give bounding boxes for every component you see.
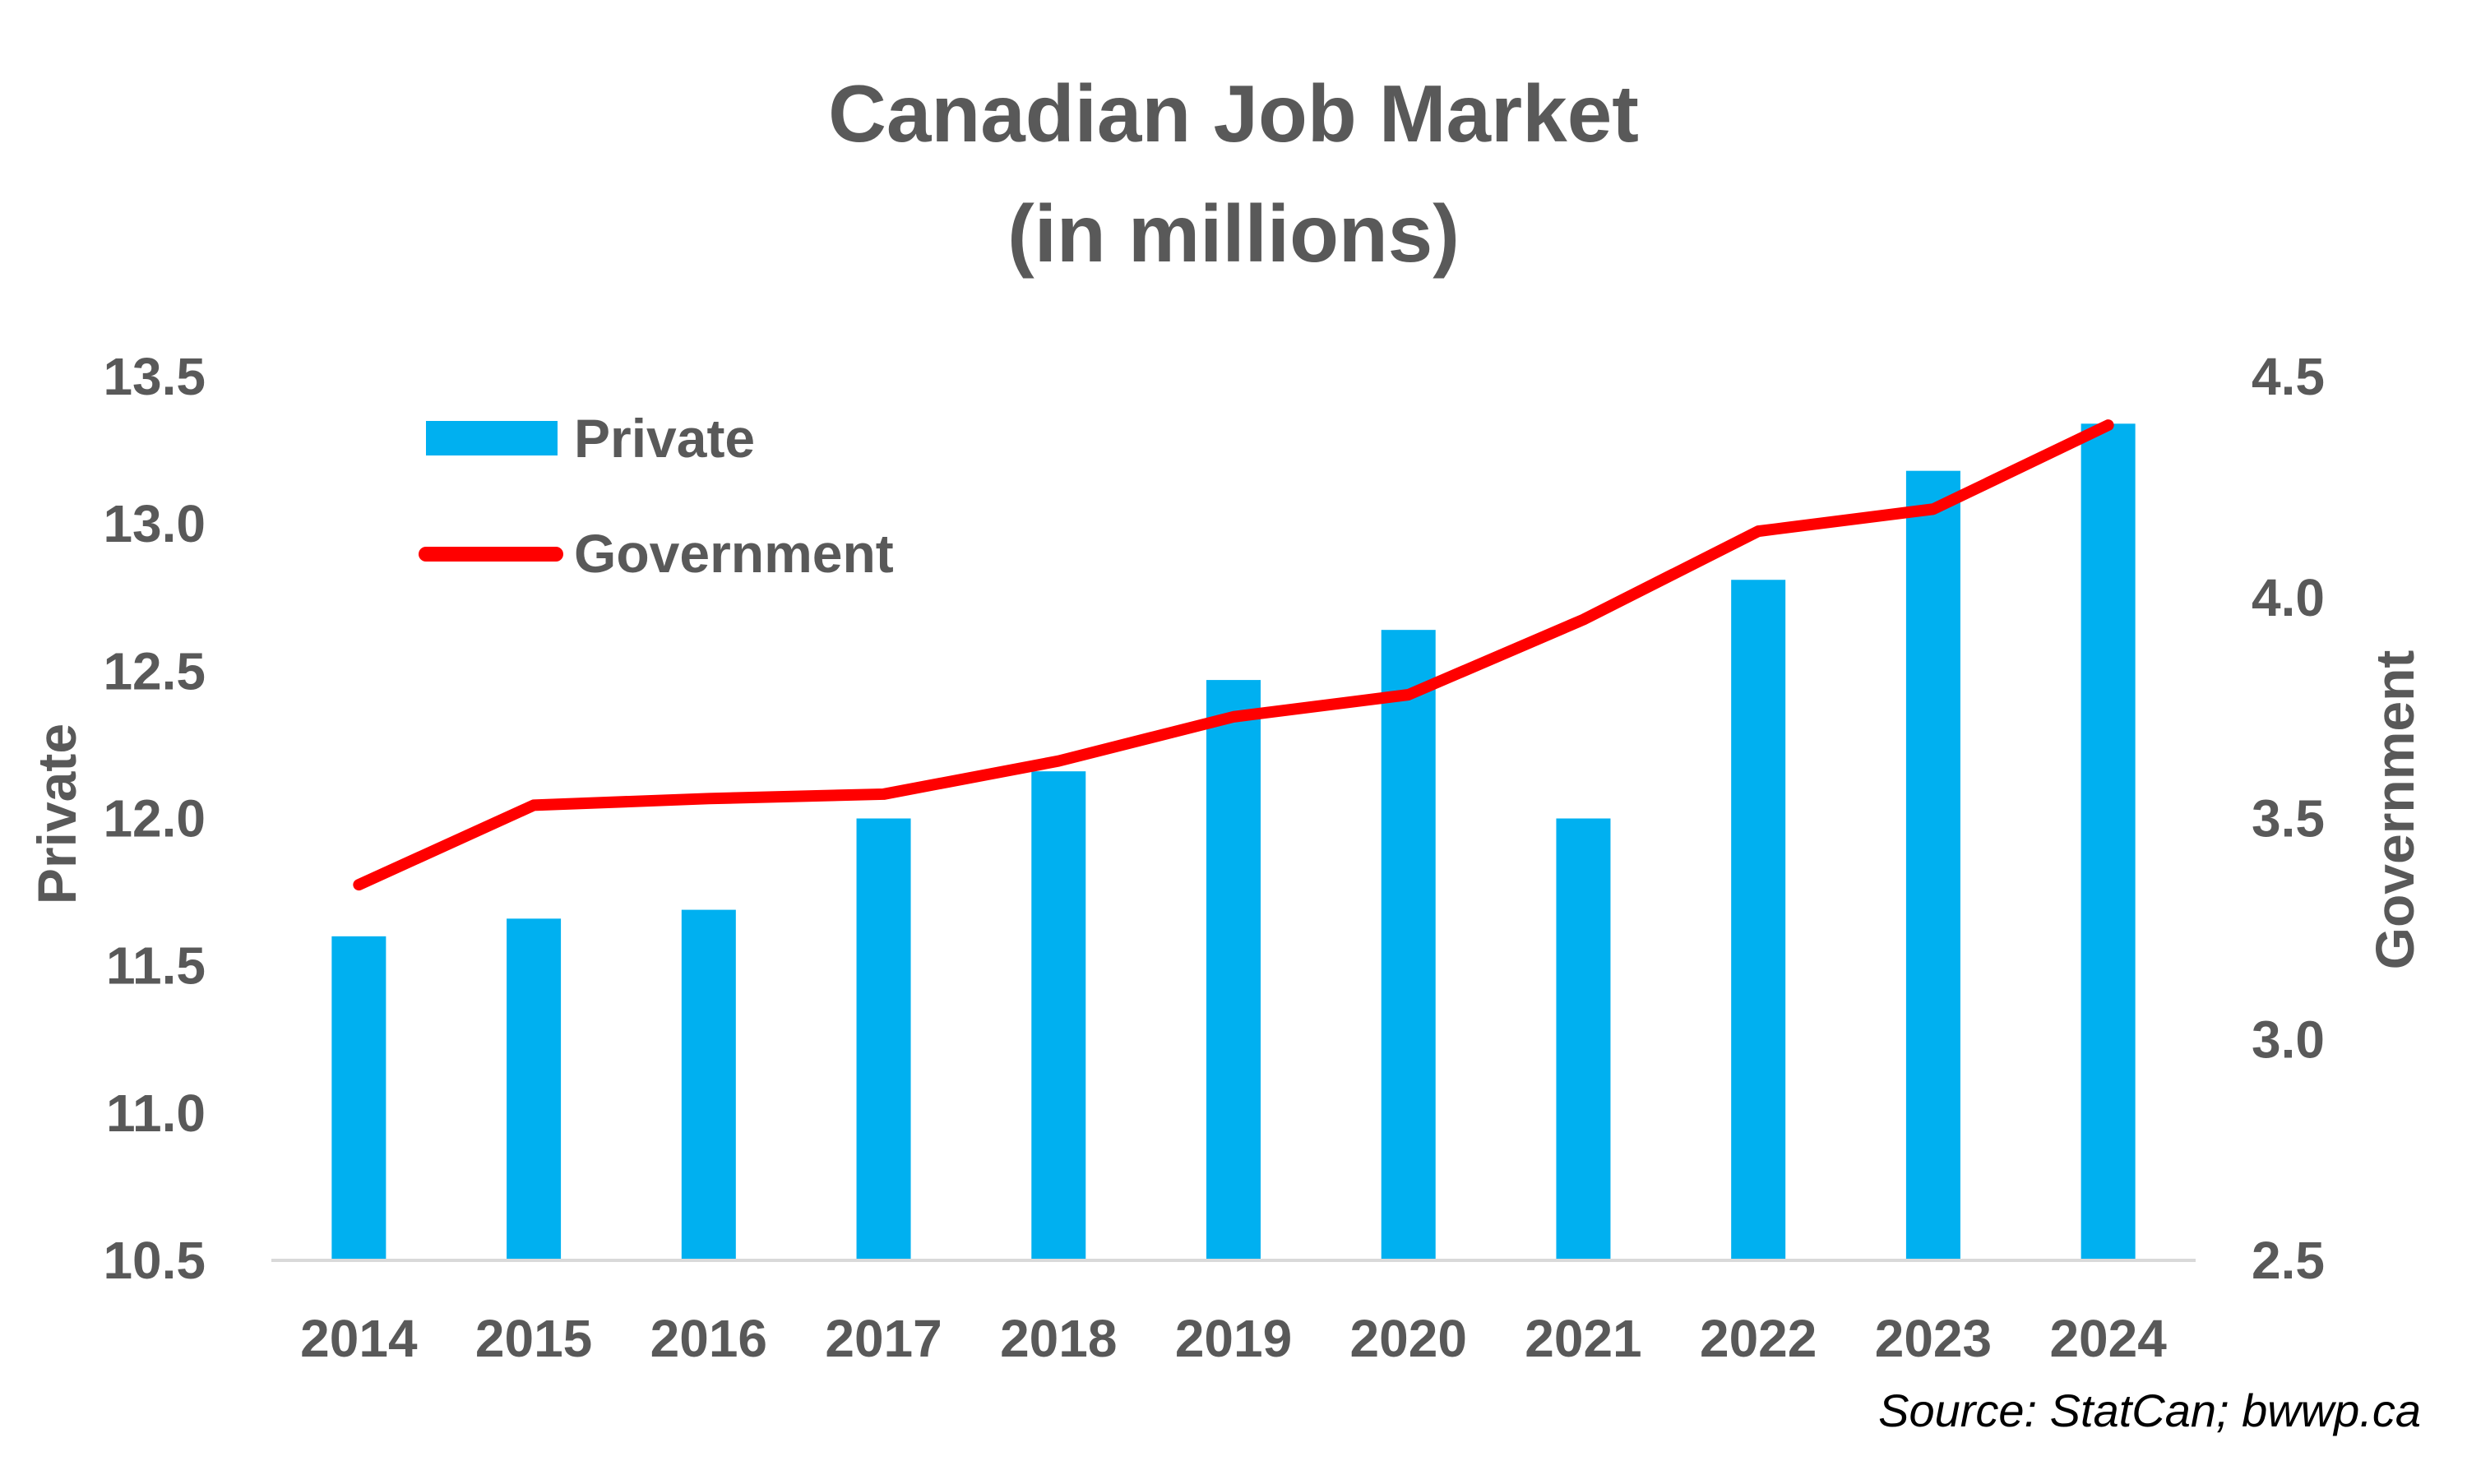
y-axis-left-ticks: 10.5 11.0 11.5 12.0 12.5 13.0 13.5 [103,347,206,1290]
x-tick-label-2022: 2022 [1700,1309,1817,1368]
legend-label-private: Private [574,408,755,469]
legend-item-government: Government [426,523,894,584]
x-tick-label-2017: 2017 [825,1309,942,1368]
bar-private-2022 [1731,580,1785,1260]
legend-item-private: Private [426,408,755,469]
bar-private-2024 [2081,423,2136,1260]
y-right-tick-label-4.5: 4.5 [2252,347,2325,406]
x-tick-label-2014: 2014 [300,1309,418,1368]
chart-title-line-1: Canadian Job Market [828,68,1639,159]
y-right-tick-label-3.0: 3.0 [2252,1010,2325,1069]
bar-private-2018 [1031,771,1085,1260]
y-left-tick-label-11.5: 11.5 [106,936,206,996]
y-right-tick-label-3.5: 3.5 [2252,789,2325,848]
x-tick-label-2016: 2016 [650,1309,767,1368]
y-left-tick-label-13.0: 13.0 [103,494,206,553]
y-left-tick-label-12.0: 12.0 [103,789,206,848]
y-axis-right-ticks: 2.5 3.0 3.5 4.0 4.5 [2252,347,2325,1290]
x-tick-label-2015: 2015 [475,1309,592,1368]
legend-label-government: Government [574,523,894,584]
y-right-tick-label-4.0: 4.0 [2252,568,2325,627]
bar-private-2015 [507,918,561,1260]
y-axis-left-title-group: Private [26,724,87,904]
legend: Private Government [426,408,894,584]
chart-title-line-2: (in millions) [1007,188,1460,279]
bar-private-2016 [682,910,736,1260]
x-tick-label-2024: 2024 [2049,1309,2167,1368]
bar-private-2014 [331,936,386,1260]
source-note: Source: StatCan; bwwp.ca [1878,1385,2421,1436]
bar-private-2020 [1382,630,1436,1260]
x-tick-label-2020: 2020 [1350,1309,1467,1368]
bar-private-2017 [857,819,911,1261]
x-tick-label-2021: 2021 [1525,1309,1641,1368]
bar-private-2023 [1906,471,1960,1260]
y-right-tick-label-2.5: 2.5 [2252,1231,2325,1290]
y-axis-right-title-group: Government [2364,650,2425,970]
y-axis-right-title: Government [2364,650,2425,970]
bar-private-2021 [1556,819,1610,1261]
y-left-tick-label-13.5: 13.5 [103,347,206,406]
bar-private-2019 [1206,680,1261,1260]
x-tick-label-2023: 2023 [1875,1309,1992,1368]
x-tick-label-2019: 2019 [1175,1309,1292,1368]
chart-title: Canadian Job Market (in millions) [828,68,1639,279]
x-axis-tick-labels: 2014 2015 2016 2017 2018 2019 2020 2021 2022 2023… [300,1309,2167,1368]
x-tick-label-2018: 2018 [1000,1309,1117,1368]
y-left-tick-label-11.0: 11.0 [106,1084,206,1143]
y-axis-left-title: Private [26,724,87,904]
legend-swatch-private [426,421,558,455]
y-left-tick-label-10.5: 10.5 [103,1231,206,1290]
y-left-tick-label-12.5: 12.5 [103,641,206,700]
